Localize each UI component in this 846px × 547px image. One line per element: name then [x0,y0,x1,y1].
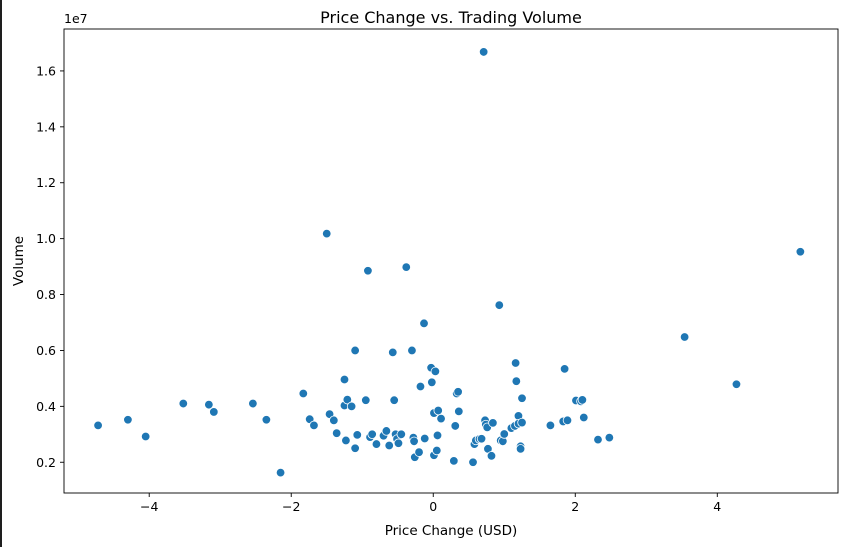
x-tick-label: −2 [282,499,300,514]
y-tick-label: 1.2 [36,175,56,190]
data-point [93,420,103,431]
data-point [499,429,509,439]
data-point [389,395,399,405]
data-point [559,364,570,374]
data-point [795,247,806,257]
data-point [511,376,522,386]
data-point [361,395,371,405]
data-point [407,345,417,356]
data-points [93,47,806,478]
data-point [486,451,497,461]
data-point [309,420,319,431]
data-point [453,387,463,397]
data-point [341,435,351,446]
y-axis-ticks: 0.2 0.4 0.6 0.8 1.0 1.2 1.4 1.6 [36,63,64,470]
data-point [388,347,398,358]
data-point [178,398,188,409]
window-left-edge [0,0,2,547]
axes-frame [63,28,839,494]
y-tick-label: 1.4 [36,119,56,134]
data-point [204,399,214,410]
data-point [367,429,377,440]
data-point [415,381,426,392]
y-tick-label: 1.0 [36,231,56,246]
data-point [420,433,430,444]
data-point [517,393,527,403]
data-point [350,345,360,356]
data-point [209,407,219,417]
data-point [449,456,459,466]
data-point [436,413,446,424]
data-point [432,430,443,441]
data-point [409,436,419,446]
y-tick-label: 0.8 [36,287,56,302]
data-point [350,443,360,453]
data-point [322,228,332,239]
data-point [393,438,404,448]
data-point [476,434,487,444]
data-point [261,415,272,425]
data-point [123,415,133,425]
data-point [342,394,353,405]
data-point [248,398,258,409]
y-tick-label: 0.6 [36,343,56,358]
data-point [346,401,357,412]
data-point [352,430,362,440]
data-point [414,447,424,457]
data-point [381,426,392,436]
data-point [517,417,527,428]
data-point [401,262,411,272]
data-point [298,388,309,399]
data-point [427,377,437,388]
data-point [545,420,556,431]
data-point [140,431,151,442]
data-point [450,421,460,431]
data-point [331,428,342,438]
data-point [604,432,615,443]
data-point [339,374,350,385]
y-axis-offset-label: 1e7 [64,11,88,26]
data-point [478,47,489,57]
data-point [454,406,464,417]
data-point [731,379,742,389]
data-point [515,444,526,454]
data-point [430,366,441,377]
x-tick-label: −4 [140,499,158,514]
data-point [488,418,498,428]
data-point [579,412,589,423]
data-point [275,467,286,478]
data-point [396,429,406,440]
x-tick-label: 4 [713,499,721,514]
y-axis-label: Volume [11,236,27,286]
data-point [494,300,504,310]
y-tick-label: 0.4 [36,399,56,414]
data-point [679,332,690,342]
data-point [468,457,478,467]
y-tick-label: 0.2 [36,455,56,470]
data-point [510,358,521,368]
data-point [433,405,443,416]
data-point [432,445,442,456]
data-point [371,439,382,449]
chart-title: Price Change vs. Trading Volume [320,8,582,27]
x-tick-label: 0 [429,499,437,514]
data-point [593,434,603,445]
x-axis-label: Price Change (USD) [385,523,518,539]
data-point [577,395,588,405]
x-tick-label: 2 [571,499,579,514]
data-point [363,266,373,276]
data-point [384,440,394,451]
data-point [329,415,339,426]
data-point [562,415,573,426]
data-point [419,318,429,329]
x-axis-ticks: −4 −2 0 2 4 [140,493,721,514]
y-tick-label: 1.6 [36,63,56,78]
